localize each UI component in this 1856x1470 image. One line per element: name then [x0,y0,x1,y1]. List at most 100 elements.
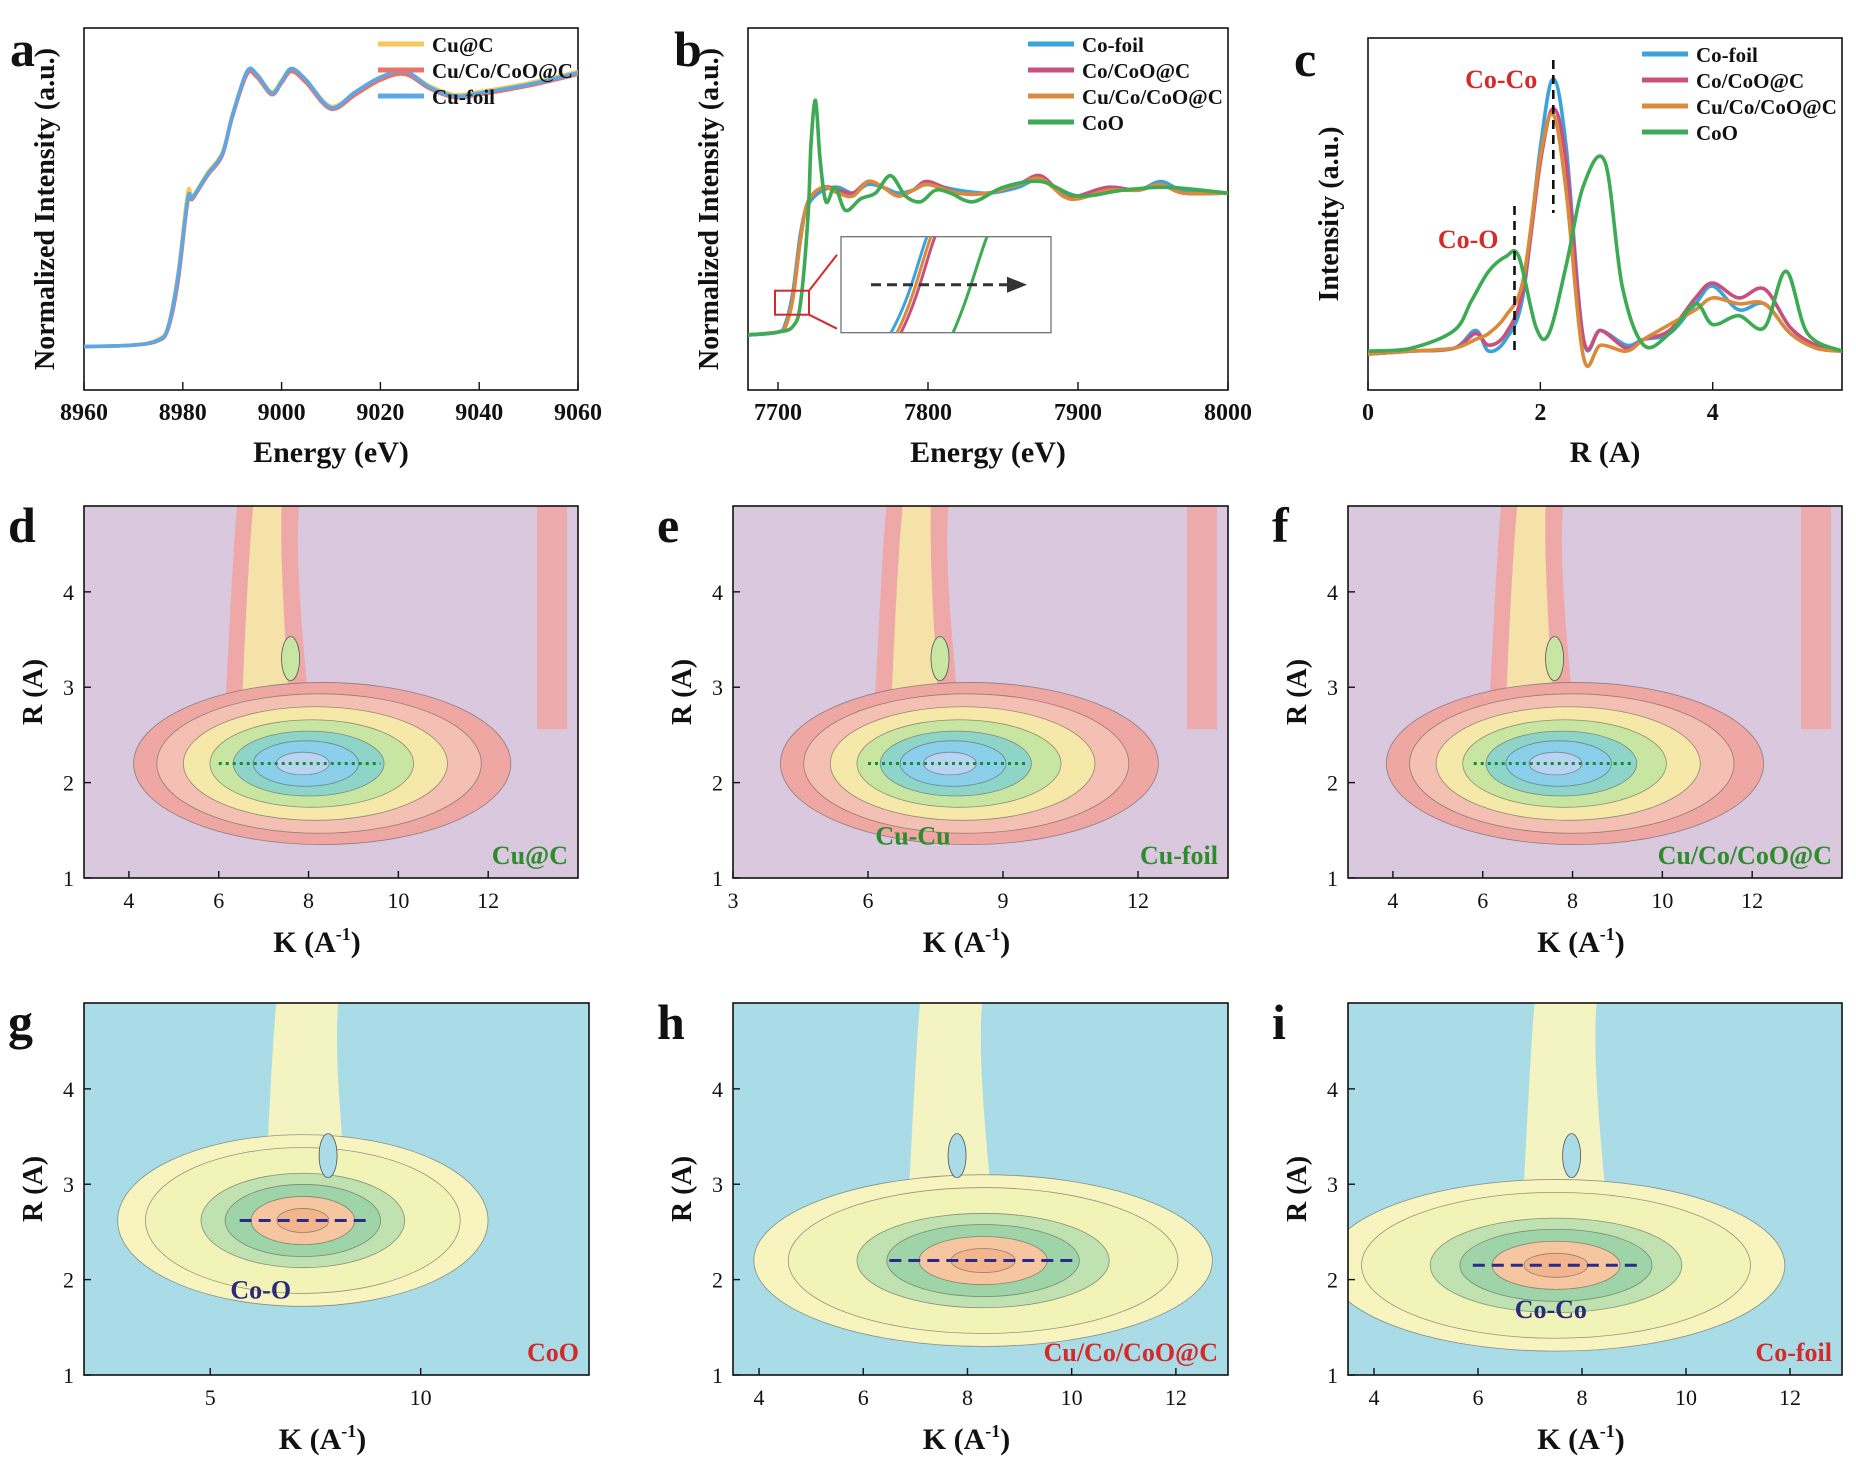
x-axis-label-tail: ) [1615,926,1625,959]
contour-level [1528,751,1583,776]
y-tick-label: 3 [712,675,723,700]
y-tick-label: 4 [63,580,74,605]
x-axis-label-tail: ) [1000,926,1010,959]
heatmap-body [84,506,578,878]
plot-frame [747,27,1229,391]
panel-label: h [657,994,685,1050]
heatmap-body [733,506,1228,878]
y-tick-label: 1 [63,866,74,891]
y-tick-label: 1 [63,1363,74,1388]
ridge-plume [1521,1003,1610,1232]
x-axis-label: R (A) [1570,436,1641,469]
panel-label: f [1272,497,1290,553]
x-axis-label: K (A-1) [923,1421,1011,1456]
x-axis-label-sup: -1 [1600,1421,1615,1441]
contour-island [318,1133,338,1179]
series-line-cu-co-coo-c [748,176,1228,337]
panel-a: 8960 8980 9000 9020 9040 9060 Cu@CCu/Co/CoO@CC… [10,21,602,469]
legend-label: Cu/Co/CoO@C [1082,85,1223,109]
legend-label: Co-foil [1082,33,1144,57]
x-tick-label: 6 [213,888,224,913]
x-tick-label: 10 [410,1385,432,1410]
x-tick-label: 8 [303,888,314,913]
x-tick-label: 8000 [1204,400,1252,426]
series-line-coo [1368,154,1842,353]
legend-label: CoO [1696,121,1738,145]
zoom-connector [808,313,838,330]
x-axis-label-tail: ) [351,926,361,959]
x-axis-label-main: K (A [923,1423,986,1456]
x-tick-label: 9 [998,888,1009,913]
y-tick-label: 3 [63,675,74,700]
x-tick-label: 4 [754,1385,765,1410]
x-axis-label: K (A-1) [1537,924,1625,959]
series-line-cu-foil [84,66,578,349]
x-axis-label-sup: -1 [336,924,351,944]
x-tick-label: 9040 [455,400,503,426]
y-tick-label: 2 [1327,1268,1338,1293]
y-tick-label: 2 [712,1268,723,1293]
sample-label: Cu-foil [1140,841,1218,870]
zoom-connector [808,254,838,292]
x-tick-label: 6 [1473,1385,1484,1410]
y-tick-label: 4 [1327,580,1338,605]
x-axis-label: K (A-1) [279,1421,367,1456]
y-axis-label: R (A) [1282,659,1313,725]
x-tick-label: 10 [1651,888,1673,913]
heatmap-body [733,1003,1228,1375]
x-axis-label-sup: -1 [341,1421,356,1441]
panel-label: a [10,21,35,77]
heatmap-body [1348,506,1842,878]
y-tick-label: 2 [63,1268,74,1293]
contour-island [930,636,950,682]
x-tick-label: 10 [387,888,409,913]
legend-label: Co/CoO@C [1082,59,1190,83]
y-tick-label: 4 [712,1077,723,1102]
x-tick-label: 4 [123,888,134,913]
legend-label: Co-foil [1696,43,1758,67]
series-line-co-coo-c [1368,106,1842,356]
x-tick-label: 10 [1061,1385,1083,1410]
x-tick-label: 0 [1362,400,1374,426]
x-axis-label-tail: ) [1000,1423,1010,1456]
x-axis-label-sup: -1 [985,924,1000,944]
x-axis-label: Energy (eV) [910,436,1066,469]
x-tick-label: 6 [858,1385,869,1410]
contour-island [947,1133,967,1179]
x-tick-label: 6 [863,888,874,913]
sample-label: Cu@C [492,841,568,870]
y-axis-label: Normalized Intensity (a.u.) [694,48,725,370]
x-tick-label: 5 [205,1385,216,1410]
y-tick-label: 2 [1327,771,1338,796]
contour-level [923,751,977,776]
panel-label: d [8,497,36,553]
panel-label: g [8,994,33,1050]
ridge-right-band [1187,506,1217,730]
x-axis-label: K (A-1) [1537,1421,1625,1456]
y-tick-label: 4 [63,1077,74,1102]
x-axis-label-main: K (A [1537,926,1600,959]
panel-label: c [1294,31,1316,87]
y-tick-label: 1 [1327,866,1338,891]
ridge-plume-core [241,506,290,716]
y-axis-label: R (A) [18,659,49,725]
bond-label: Cu-Cu [875,822,950,851]
x-tick-label: 8 [1577,1385,1588,1410]
inset-curve [899,236,937,334]
legend-label: Cu/Co/CoO@C [432,59,573,83]
x-tick-label: 9020 [356,400,404,426]
y-tick-label: 2 [712,771,723,796]
x-axis-label: K (A-1) [923,924,1011,959]
x-tick-label: 2 [1534,400,1546,426]
inset-curve [895,236,933,334]
series-line-cu-co-coo-c [84,69,578,349]
sample-label: Co-foil [1755,1338,1832,1367]
x-tick-label: 4 [1387,888,1398,913]
x-tick-label: 4 [1369,1385,1380,1410]
y-axis-label: R (A) [1282,1156,1313,1222]
x-tick-label: 10 [1675,1385,1697,1410]
